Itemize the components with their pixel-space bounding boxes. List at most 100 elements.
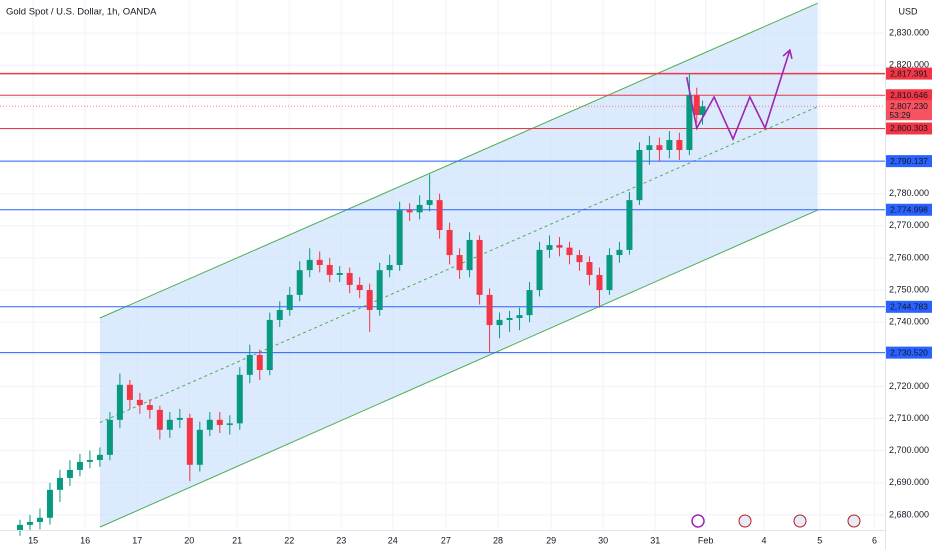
x-tick-label: 24 (388, 535, 398, 545)
event-icon[interactable] (738, 514, 752, 528)
candle-body (626, 200, 633, 250)
candle-body (96, 454, 103, 460)
y-tick-label: 2,740.000 (889, 317, 929, 327)
candle-body (26, 521, 33, 525)
candle-body (656, 145, 663, 151)
candle-body (226, 423, 233, 425)
level-label-box (886, 89, 932, 102)
level-label: 2,774.998 (890, 205, 928, 215)
x-tick-label: 4 (762, 535, 767, 545)
chart-title: Gold Spot / U.S. Dollar, 1h, OANDA (6, 7, 157, 18)
plot-area (0, 0, 885, 536)
candle-body (176, 417, 183, 420)
x-tick-label: 5 (817, 535, 822, 545)
event-icons (691, 514, 861, 528)
level-label: 2,817.391 (890, 68, 928, 78)
candle-body (556, 245, 563, 248)
level-label-box (886, 155, 932, 168)
x-tick-label: 16 (80, 535, 90, 545)
candle-body (516, 315, 523, 318)
candle-body (196, 429, 203, 465)
candle-body (306, 259, 313, 271)
current-price-label: 2,807.230 (890, 101, 928, 111)
candle-body (396, 210, 403, 265)
x-tick-label: Feb (698, 535, 714, 545)
candle-body (676, 140, 683, 151)
y-tick-label: 2,770.000 (889, 220, 929, 230)
candle-body (576, 255, 583, 263)
candle-body (296, 270, 303, 295)
candle-body (116, 384, 123, 420)
candle-body (156, 409, 163, 430)
candle-body (666, 140, 673, 151)
candle-body (476, 239, 483, 295)
event-icon[interactable] (847, 514, 861, 528)
projection-arrowhead (782, 48, 793, 60)
x-tick-label: 29 (546, 535, 556, 545)
y-tick-label: 2,830.000 (889, 27, 929, 37)
candle-body (326, 265, 333, 275)
level-label-box (886, 300, 932, 313)
y-tick-label: 2,700.000 (889, 445, 929, 455)
candle-body (16, 524, 23, 531)
candle-body (466, 239, 473, 271)
candle-body (646, 145, 653, 151)
channel-lower (99, 209, 818, 528)
candle-body (86, 459, 93, 462)
y-tick-label: 2,720.000 (889, 381, 929, 391)
candle-body (686, 95, 693, 151)
candle-body (346, 273, 353, 285)
candle-body (693, 95, 700, 115)
candle-body (586, 262, 593, 275)
level-label-box (886, 203, 932, 216)
candle-body (376, 270, 383, 310)
event-icon[interactable] (691, 514, 705, 528)
y-tick-label: 2,750.000 (889, 284, 929, 294)
candle-body (106, 419, 113, 455)
candle-body (236, 374, 243, 424)
candle-body (496, 319, 503, 326)
candle-body (536, 249, 543, 291)
candle-body (266, 319, 273, 371)
candle-body (216, 419, 223, 425)
currency-label: USD (898, 6, 918, 16)
candle-body (386, 265, 393, 271)
candle-body (316, 259, 323, 265)
level-label: 2,730.520 (890, 347, 928, 357)
candle-body (596, 274, 603, 291)
candle-body (416, 204, 423, 213)
level-label-box (886, 67, 932, 80)
x-tick-label: 15 (28, 535, 38, 545)
candle-body (136, 399, 143, 406)
candle-body (166, 419, 173, 430)
y-tick-label: 2,690.000 (889, 477, 929, 487)
candle-body (446, 229, 453, 256)
candle-body (246, 354, 253, 375)
event-icon[interactable] (793, 514, 807, 528)
level-label: 2,744.783 (890, 302, 928, 312)
channel-upper (99, 2, 818, 319)
x-tick-label: 6 (872, 535, 877, 545)
candle-body (146, 405, 153, 410)
level-label-box (886, 346, 932, 359)
x-tick-label: 30 (598, 535, 608, 545)
candle-body (636, 150, 643, 201)
candle-body (256, 354, 263, 371)
level-label: 2,810.646 (890, 90, 928, 100)
candle-body (66, 469, 73, 478)
candle-body (526, 290, 533, 316)
candle-body (426, 200, 433, 205)
candle-body (566, 247, 573, 256)
level-label: 2,800.303 (890, 123, 928, 133)
x-tick-label: 27 (441, 535, 451, 545)
candle-body (36, 517, 43, 522)
candle-body (356, 284, 363, 291)
projection-path (685, 49, 791, 142)
candle-body (606, 255, 613, 291)
y-tick-label: 2,820.000 (889, 60, 929, 70)
candle-body (546, 245, 553, 250)
candle-body (406, 210, 413, 213)
x-tick-label: 28 (493, 535, 503, 545)
level-label: 2,790.137 (890, 156, 928, 166)
